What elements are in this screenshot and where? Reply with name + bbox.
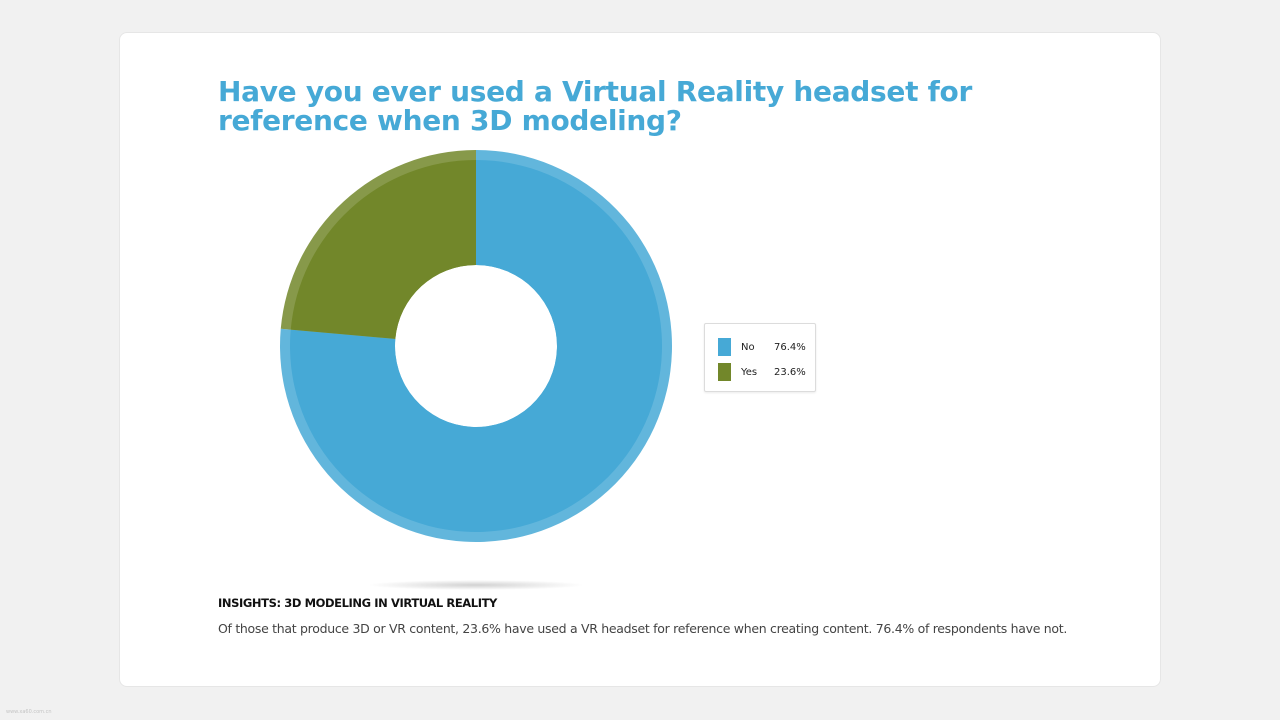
insights-text: Of those that produce 3D or VR content, … — [218, 621, 1068, 636]
slice-yes[interactable] — [290, 159, 476, 339]
legend-value-no: 76.4% — [774, 341, 806, 353]
watermark: www.xa60.com.cn — [6, 709, 52, 715]
legend-swatch-yes — [718, 363, 731, 381]
slice-no[interactable] — [289, 160, 662, 532]
legend-item-no: No 76.4% — [718, 338, 810, 356]
legend-value-yes: 23.6% — [774, 366, 806, 378]
donut-chart — [280, 150, 672, 590]
chart-title: Have you ever used a Virtual Reality hea… — [218, 75, 972, 137]
legend-label-yes: Yes — [741, 366, 758, 378]
chart-legend: No 76.4% Yes 23.6% — [704, 323, 816, 392]
legend-item-yes: Yes 23.6% — [718, 363, 810, 381]
insights-heading: INSIGHTS: 3D MODELING IN VIRTUAL REALITY — [218, 596, 497, 610]
chart-card: Have you ever used a Virtual Reality hea… — [119, 32, 1161, 687]
legend-label-no: No — [741, 341, 755, 353]
donut-shadow — [368, 580, 584, 590]
legend-swatch-no — [718, 338, 731, 356]
